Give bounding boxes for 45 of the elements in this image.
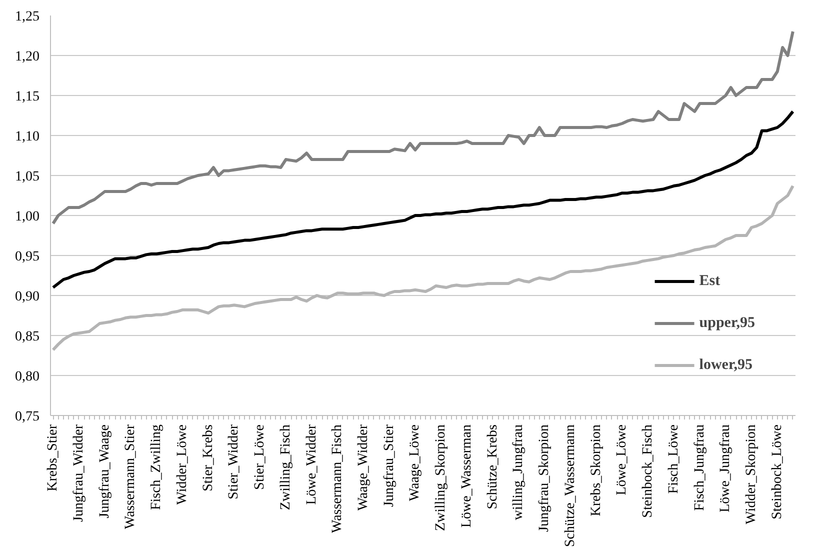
x-tick-label: Stier_Löwe: [252, 424, 268, 490]
x-tick-label: Jungfrau_Waage: [97, 424, 112, 518]
y-tick-label: 1,00: [15, 210, 40, 224]
line-series: [52, 30, 794, 225]
y-tick-label: 0,75: [15, 410, 40, 424]
x-tick-label: Löwe_Jungfrau: [718, 424, 734, 512]
y-tick-label: 0,85: [15, 330, 40, 344]
x-tick-label: Zwilling_Skorpion: [434, 424, 449, 532]
y-tick-label: 0,95: [15, 250, 40, 264]
y-tick-label: 0,80: [15, 370, 40, 384]
x-tick-label: Jungfrau_Widder: [71, 424, 86, 522]
x-tick-label: Widder_Skorpion: [744, 424, 760, 524]
x-tick-label: Löwe_Widder: [304, 424, 320, 505]
x-tick-label: Fisch_Zwilling: [149, 424, 164, 510]
x-tick-label: Zwilling_Fisch: [278, 424, 294, 510]
x-tick-label: Schütze_Krebs: [485, 424, 500, 510]
x-tick-label: Waage_Widder: [356, 424, 372, 511]
x-tick-label: Jungfrau_Skorpion: [537, 424, 552, 532]
y-tick-label: 1,20: [15, 50, 40, 64]
x-tick-label: Steinbock_Fisch: [640, 424, 656, 518]
x-tick-label: Wassermann_Fisch: [330, 424, 346, 534]
y-tick-label: 0,90: [15, 290, 40, 304]
x-tick-label: Stier_Krebs: [200, 424, 216, 492]
x-tick-label: Krebs_Stier: [46, 424, 61, 492]
legend-label: lower,95: [699, 356, 752, 374]
y-tick-label: 1,05: [15, 170, 40, 184]
x-tick-label: Steinbock_Löwe: [770, 424, 785, 520]
y-tick-label: 1,10: [15, 130, 40, 144]
y-tick-label: 1,15: [15, 90, 40, 104]
x-tick-label: Löwe_Löwe: [614, 424, 630, 496]
x-tick-label: willing_Jungfrau: [511, 424, 526, 520]
line-series: [52, 110, 794, 289]
x-tick-label: Krebs_Skorpion: [588, 424, 604, 516]
x-tick-label: Stier_Widder: [226, 424, 242, 500]
legend-label: upper,95: [699, 314, 755, 332]
x-tick-label: Löwe_Wasserman: [459, 424, 474, 528]
y-tick-label: 1,25: [15, 10, 40, 24]
x-tick-label: Wassermann_Stier: [123, 424, 138, 530]
legend-label: Est: [699, 272, 720, 290]
x-tick-label: Waage_Löwe: [408, 424, 423, 502]
x-tick-label: Jungfrau_Stier: [382, 424, 397, 507]
x-tick-label: Schütze_Wassermann: [562, 424, 578, 547]
x-tick-label: Fisch_Löwe: [666, 424, 682, 494]
x-tick-label: Widder_Löwe: [174, 424, 190, 505]
x-tick-label: Fisch_Jungfrau: [692, 424, 708, 511]
